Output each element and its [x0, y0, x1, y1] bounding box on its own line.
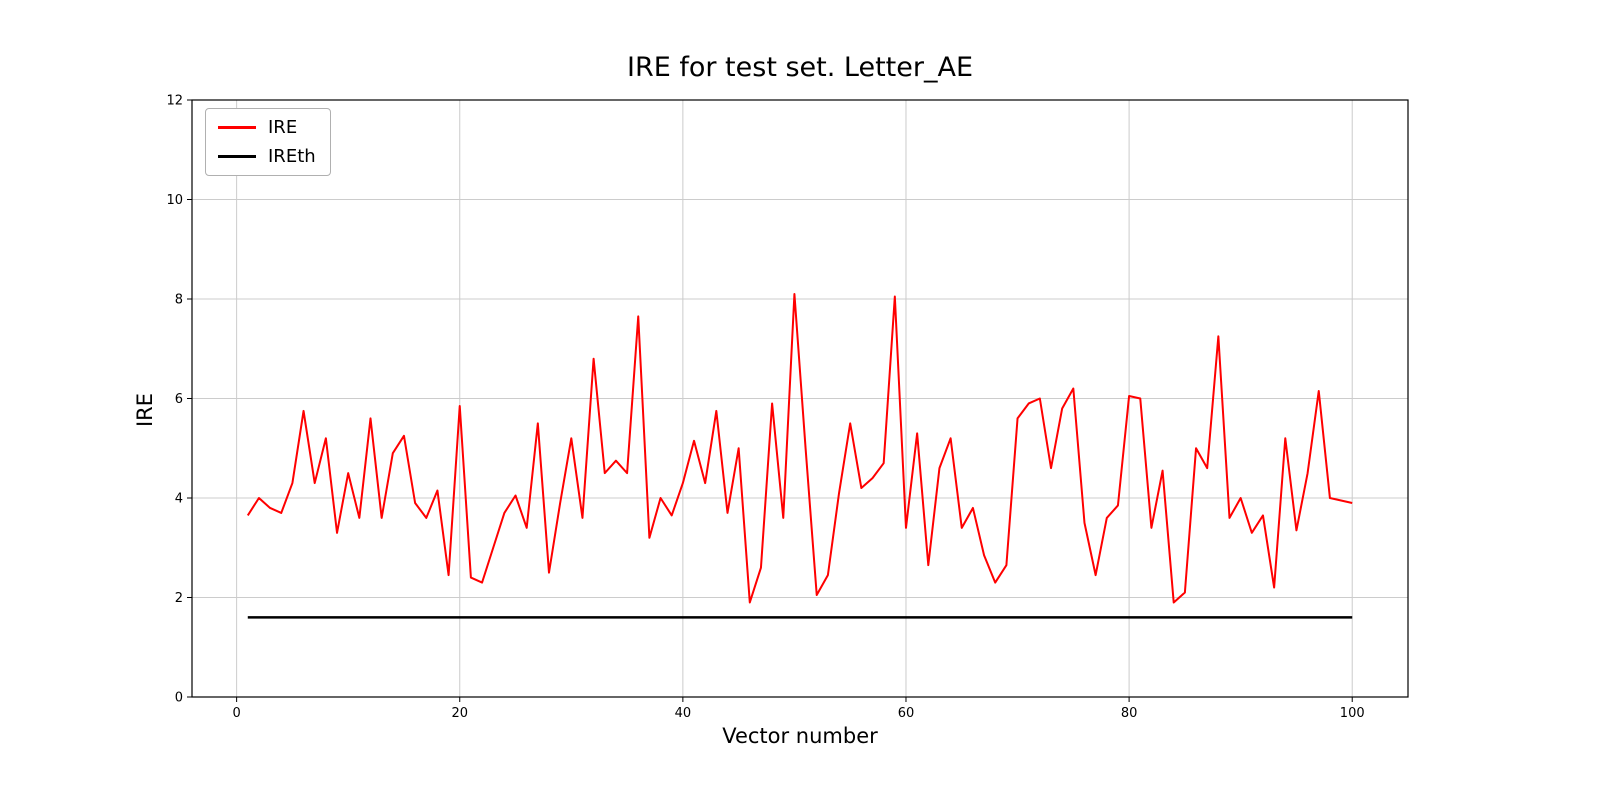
x-tick-label: 40 — [675, 706, 692, 721]
y-tick-label: 10 — [166, 193, 183, 208]
y-tick-label: 2 — [175, 591, 183, 606]
x-axis-label: Vector number — [722, 724, 878, 748]
legend-line-sample-ire — [218, 126, 256, 129]
legend-label-ireth: IREth — [268, 146, 316, 167]
series-line-ire — [246, 293, 1353, 604]
y-tick-label: 6 — [175, 392, 183, 407]
y-axis-label: IRE — [133, 392, 157, 428]
x-tick-label: 60 — [898, 706, 915, 721]
x-tick-label: 20 — [451, 706, 468, 721]
y-tick-label: 12 — [166, 94, 183, 109]
legend-item-ire: IRE — [218, 117, 316, 138]
y-tick-label: 0 — [175, 691, 183, 706]
legend-item-ireth: IREth — [218, 146, 316, 167]
legend-label-ire: IRE — [268, 117, 298, 138]
x-tick-label: 100 — [1340, 706, 1365, 721]
legend: IRE IREth — [205, 108, 331, 176]
y-tick-label: 8 — [175, 293, 183, 308]
chart-title: IRE for test set. Letter_AE — [626, 52, 974, 83]
y-tick-label: 4 — [175, 492, 183, 507]
x-tick-label: 0 — [232, 706, 240, 721]
x-tick-label: 80 — [1121, 706, 1138, 721]
legend-line-sample-ireth — [218, 155, 256, 158]
